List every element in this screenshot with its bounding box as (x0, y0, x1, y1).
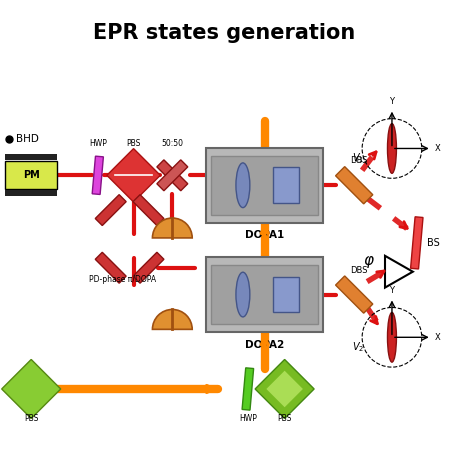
Text: $V_1$: $V_1$ (352, 151, 364, 165)
Text: PM: PM (23, 170, 40, 180)
Polygon shape (255, 360, 314, 418)
Text: HWP: HWP (239, 414, 257, 423)
Bar (273, 167, 299, 203)
Polygon shape (133, 194, 164, 225)
Text: PBS: PBS (24, 414, 39, 423)
Ellipse shape (236, 163, 250, 207)
Text: PD-phase π/DOPA: PD-phase π/DOPA (89, 275, 156, 284)
Text: EPR states generation: EPR states generation (93, 23, 355, 43)
Text: DBS: DBS (350, 156, 368, 165)
Polygon shape (266, 371, 303, 407)
Text: $\varphi$: $\varphi$ (363, 254, 375, 270)
Wedge shape (153, 218, 192, 238)
Text: BHD: BHD (16, 133, 39, 144)
Polygon shape (107, 149, 160, 202)
Text: PBS: PBS (277, 414, 292, 423)
Bar (206, 257, 323, 332)
Text: $V_2$: $V_2$ (352, 340, 364, 354)
Text: Y: Y (389, 286, 395, 295)
Text: DOPA2: DOPA2 (245, 340, 284, 350)
Polygon shape (2, 360, 61, 418)
Text: HWP: HWP (89, 140, 107, 149)
Wedge shape (153, 309, 192, 330)
Bar (211, 265, 318, 324)
Polygon shape (410, 217, 423, 269)
Polygon shape (92, 156, 103, 194)
Text: DOPA1: DOPA1 (245, 230, 284, 241)
Polygon shape (335, 167, 373, 204)
Text: 50:50: 50:50 (161, 140, 183, 149)
Ellipse shape (387, 123, 396, 173)
Bar (273, 277, 299, 313)
Polygon shape (95, 194, 126, 225)
Bar (211, 156, 318, 215)
Bar (5, 154, 57, 160)
Bar (206, 148, 323, 223)
Polygon shape (157, 160, 188, 191)
Bar (5, 190, 57, 196)
Ellipse shape (236, 272, 250, 317)
Text: PBS: PBS (126, 140, 141, 149)
Text: Y: Y (389, 97, 395, 106)
Polygon shape (95, 252, 126, 283)
Text: DBS: DBS (350, 266, 368, 275)
Text: X: X (435, 333, 440, 342)
Polygon shape (242, 368, 254, 410)
Polygon shape (133, 252, 164, 283)
Ellipse shape (387, 313, 396, 362)
Text: X: X (435, 144, 440, 153)
Polygon shape (157, 160, 188, 191)
Text: BS: BS (427, 238, 440, 248)
Polygon shape (335, 276, 373, 313)
Bar (5, 161, 57, 189)
